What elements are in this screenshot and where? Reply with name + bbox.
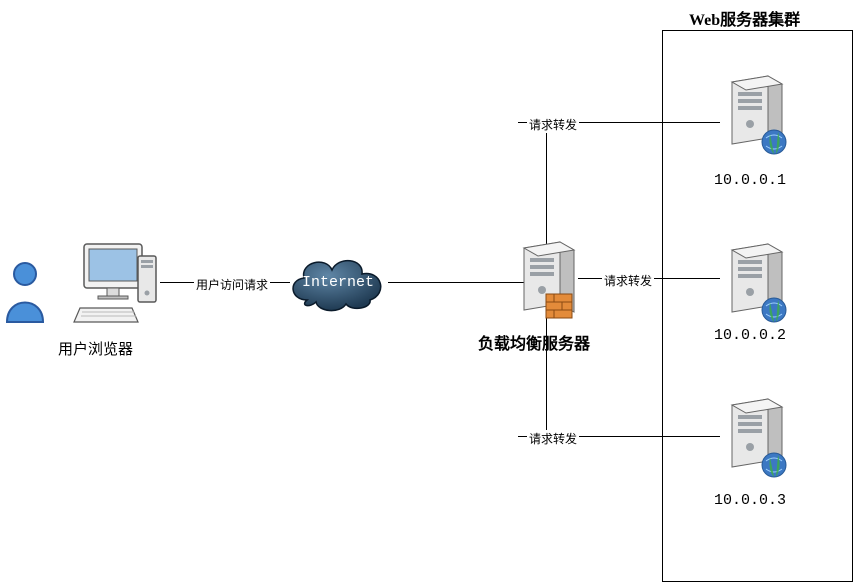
web-server-3-icon [718,395,790,481]
web-server-1-ip: 10.0.0.1 [714,172,786,189]
edge-internet-lb [388,282,512,283]
pc-icon [72,238,160,326]
web-server-3-ip: 10.0.0.3 [714,492,786,509]
user-icon [3,260,47,324]
diagram-canvas: Web服务器集群 用户访问请求 请求转发 请求转发 请求转发 用户浏览器 [0,0,853,588]
loadbalancer-label: 负载均衡服务器 [478,330,590,354]
edge-label-user-request: 用户访问请求 [194,276,270,293]
cluster-title: Web服务器集群 [689,6,800,30]
loadbalancer-server-icon [510,238,582,324]
edge-label-forward-1: 请求转发 [527,116,579,133]
internet-label: Internet [302,274,374,291]
user-label: 用户浏览器 [58,338,133,359]
web-server-1-icon [718,72,790,158]
edge-label-forward-3: 请求转发 [527,430,579,447]
web-server-2-icon [718,240,790,326]
edge-label-forward-2: 请求转发 [602,272,654,289]
web-server-2-ip: 10.0.0.2 [714,327,786,344]
